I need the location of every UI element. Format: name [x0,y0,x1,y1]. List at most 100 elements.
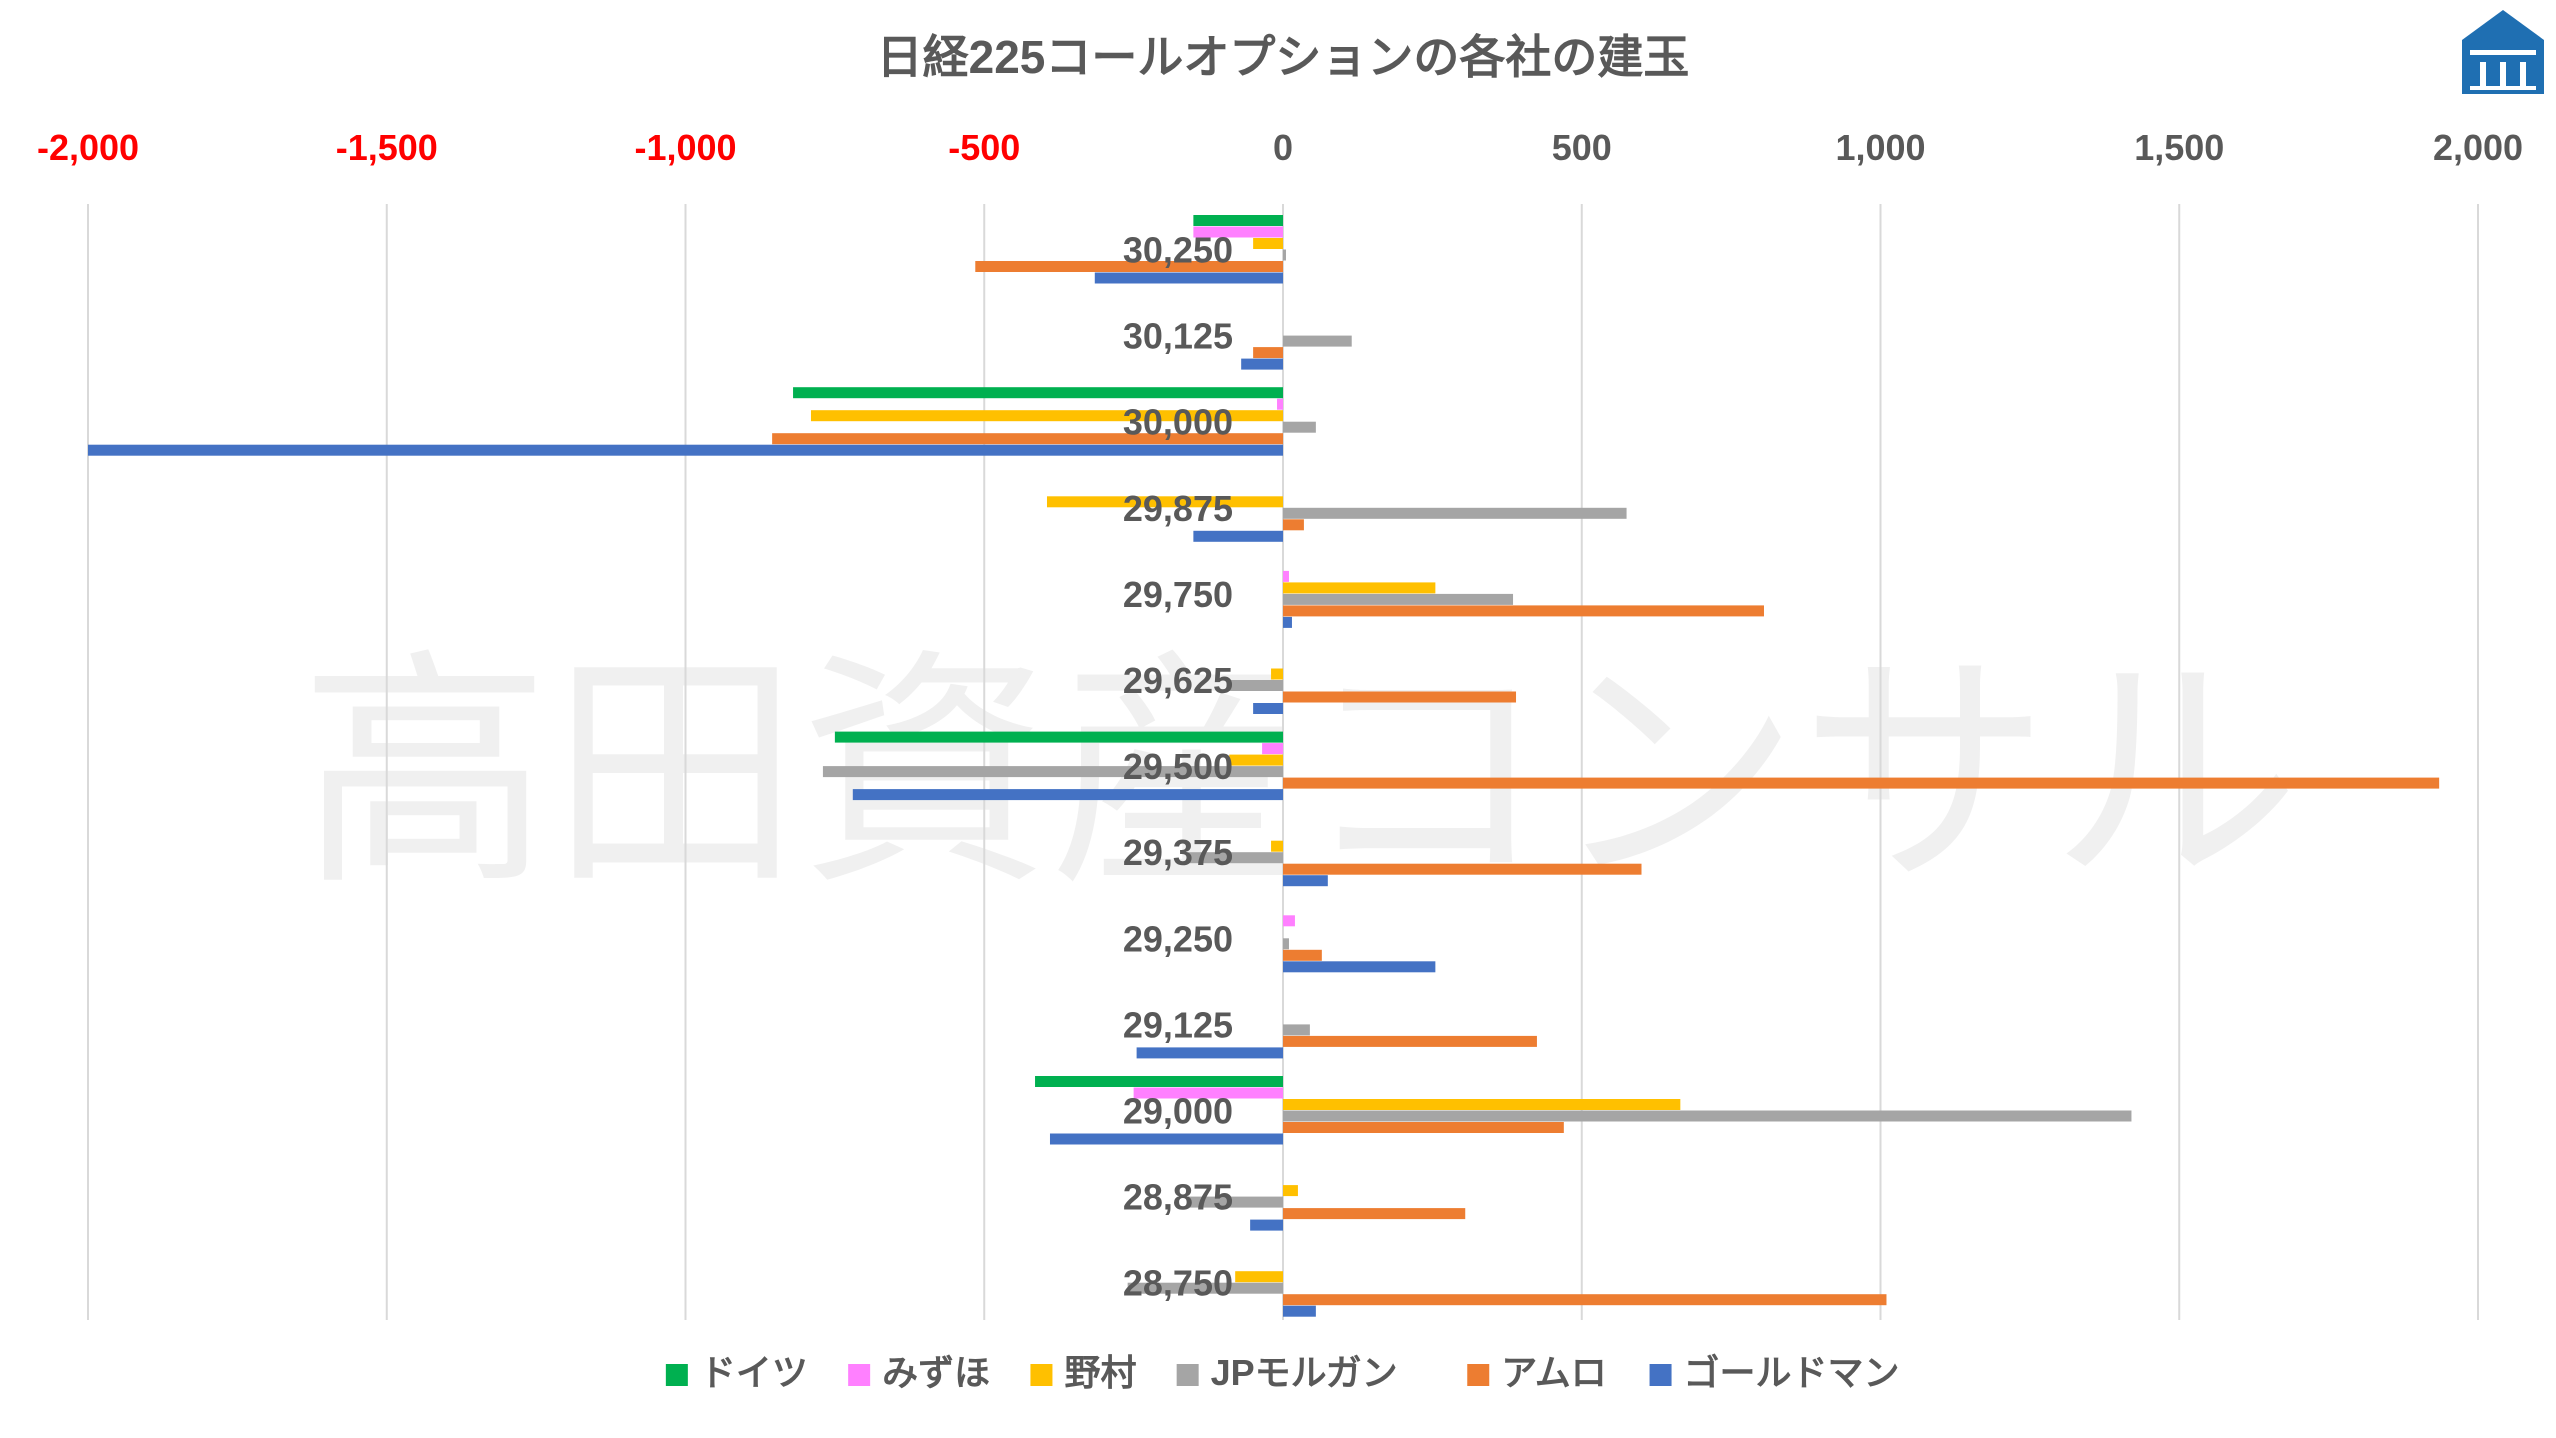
bar [1283,593,1514,605]
house-logo-pillar [2480,62,2486,88]
bar [1283,875,1328,887]
category-label: 29,375 [1123,832,1233,873]
bar [852,789,1283,801]
legend-item: ドイツ [665,1352,808,1393]
category-label: 29,875 [1123,488,1233,529]
bar [793,387,1283,399]
category-label: 29,000 [1123,1091,1233,1132]
legend-swatch [1030,1364,1053,1386]
legend-item: JPモルガン [1176,1352,1398,1393]
bar [1127,1282,1283,1294]
house-logo-pillar [2520,62,2526,88]
x-tick-label: 2,000 [2433,127,2523,168]
bar [1094,272,1283,284]
bar [88,444,1283,456]
bar [1271,840,1283,852]
legend: ドイツ みずほ 野村 JPモルガン アムロ ゴールドマン [665,1352,1900,1393]
legend-swatch [665,1364,688,1386]
bar [1283,961,1436,973]
bar [1193,226,1283,238]
bar [1049,1133,1283,1145]
bar [810,410,1283,422]
house-logo [2462,10,2544,94]
x-tick-label: 0 [1273,127,1293,168]
house-logo-roof [2462,10,2544,40]
bar [1187,1196,1283,1208]
category-label: 30,000 [1123,402,1233,443]
legend-item: ゴールドマン [1649,1352,1900,1393]
bar [1283,1122,1564,1133]
bar [1250,1219,1283,1231]
legend-label: ゴールドマン [1684,1352,1900,1393]
category-label: 28,750 [1123,1263,1233,1304]
bar [1283,1294,1887,1306]
bar [834,731,1283,743]
category-label: 29,250 [1123,918,1233,959]
bar [1187,852,1283,864]
bar [1235,1271,1283,1283]
bar [1283,863,1642,875]
bar [1193,215,1283,226]
bar [1229,754,1283,766]
bar [1277,398,1283,410]
bars-group [88,215,2440,1317]
bar [1283,249,1286,261]
bar [1283,1305,1316,1317]
bar [1262,743,1283,755]
x-tick-label: 1,000 [1835,127,1925,168]
category-label: 30,125 [1123,316,1233,357]
legend-swatch [1649,1364,1672,1386]
legend-swatch [848,1364,871,1386]
category-labels: 30,250 30,125 30,000 29,875 29,750 29,625 29,5… [1123,230,1233,1304]
bar [1283,335,1352,347]
bar [1133,1087,1283,1099]
legend-item: アムロ [1467,1352,1607,1393]
legend-swatch [1176,1364,1199,1386]
legend-label: ドイツ [700,1352,808,1393]
bar [1253,703,1283,714]
bar [1283,949,1322,961]
house-logo-base [2470,86,2536,90]
house-logo-pillar [2500,62,2506,88]
bar [1253,347,1283,359]
x-tick-label: -1,000 [634,127,736,168]
bar [1283,915,1295,927]
bar [1136,1047,1283,1059]
bar [1253,238,1283,249]
legend-item: みずほ [848,1352,990,1393]
bar [1271,668,1283,680]
bar [1283,421,1316,433]
bar [975,261,1283,272]
bar [1193,530,1283,542]
legend-label: 野村 [1064,1352,1136,1393]
x-tick-label: 1,500 [2134,127,2224,168]
bar [772,433,1283,445]
category-label: 29,125 [1123,1004,1233,1045]
legend-swatch [1467,1364,1490,1386]
chart-title: 日経225コールオプションの各社の建玉 [877,31,1690,83]
bar [1226,680,1283,691]
category-label: 30,250 [1123,230,1233,271]
bar [1046,496,1283,508]
category-label: 29,625 [1123,660,1233,701]
bar [1283,777,2440,789]
bar [1283,938,1289,950]
bar [1283,1208,1466,1220]
x-tick-label: -500 [948,127,1020,168]
bar [1035,1076,1283,1087]
bar [1283,519,1304,531]
bar [1283,507,1627,519]
category-label: 28,875 [1123,1177,1233,1218]
x-tick-labels: -2,000 -1,500 -1,000 -500 0 500 1,000 1,500 2,00… [37,127,2523,168]
bar [1283,1099,1681,1110]
bar [822,766,1283,778]
bar [1283,1035,1537,1047]
bar [1283,1110,2132,1122]
bar [1283,616,1292,628]
bar [1283,691,1517,703]
category-label: 29,500 [1123,746,1233,787]
legend-item: 野村 [1030,1352,1136,1393]
bar [1283,582,1436,594]
x-tick-label: -1,500 [336,127,438,168]
legend-label: JPモルガン [1211,1352,1398,1393]
